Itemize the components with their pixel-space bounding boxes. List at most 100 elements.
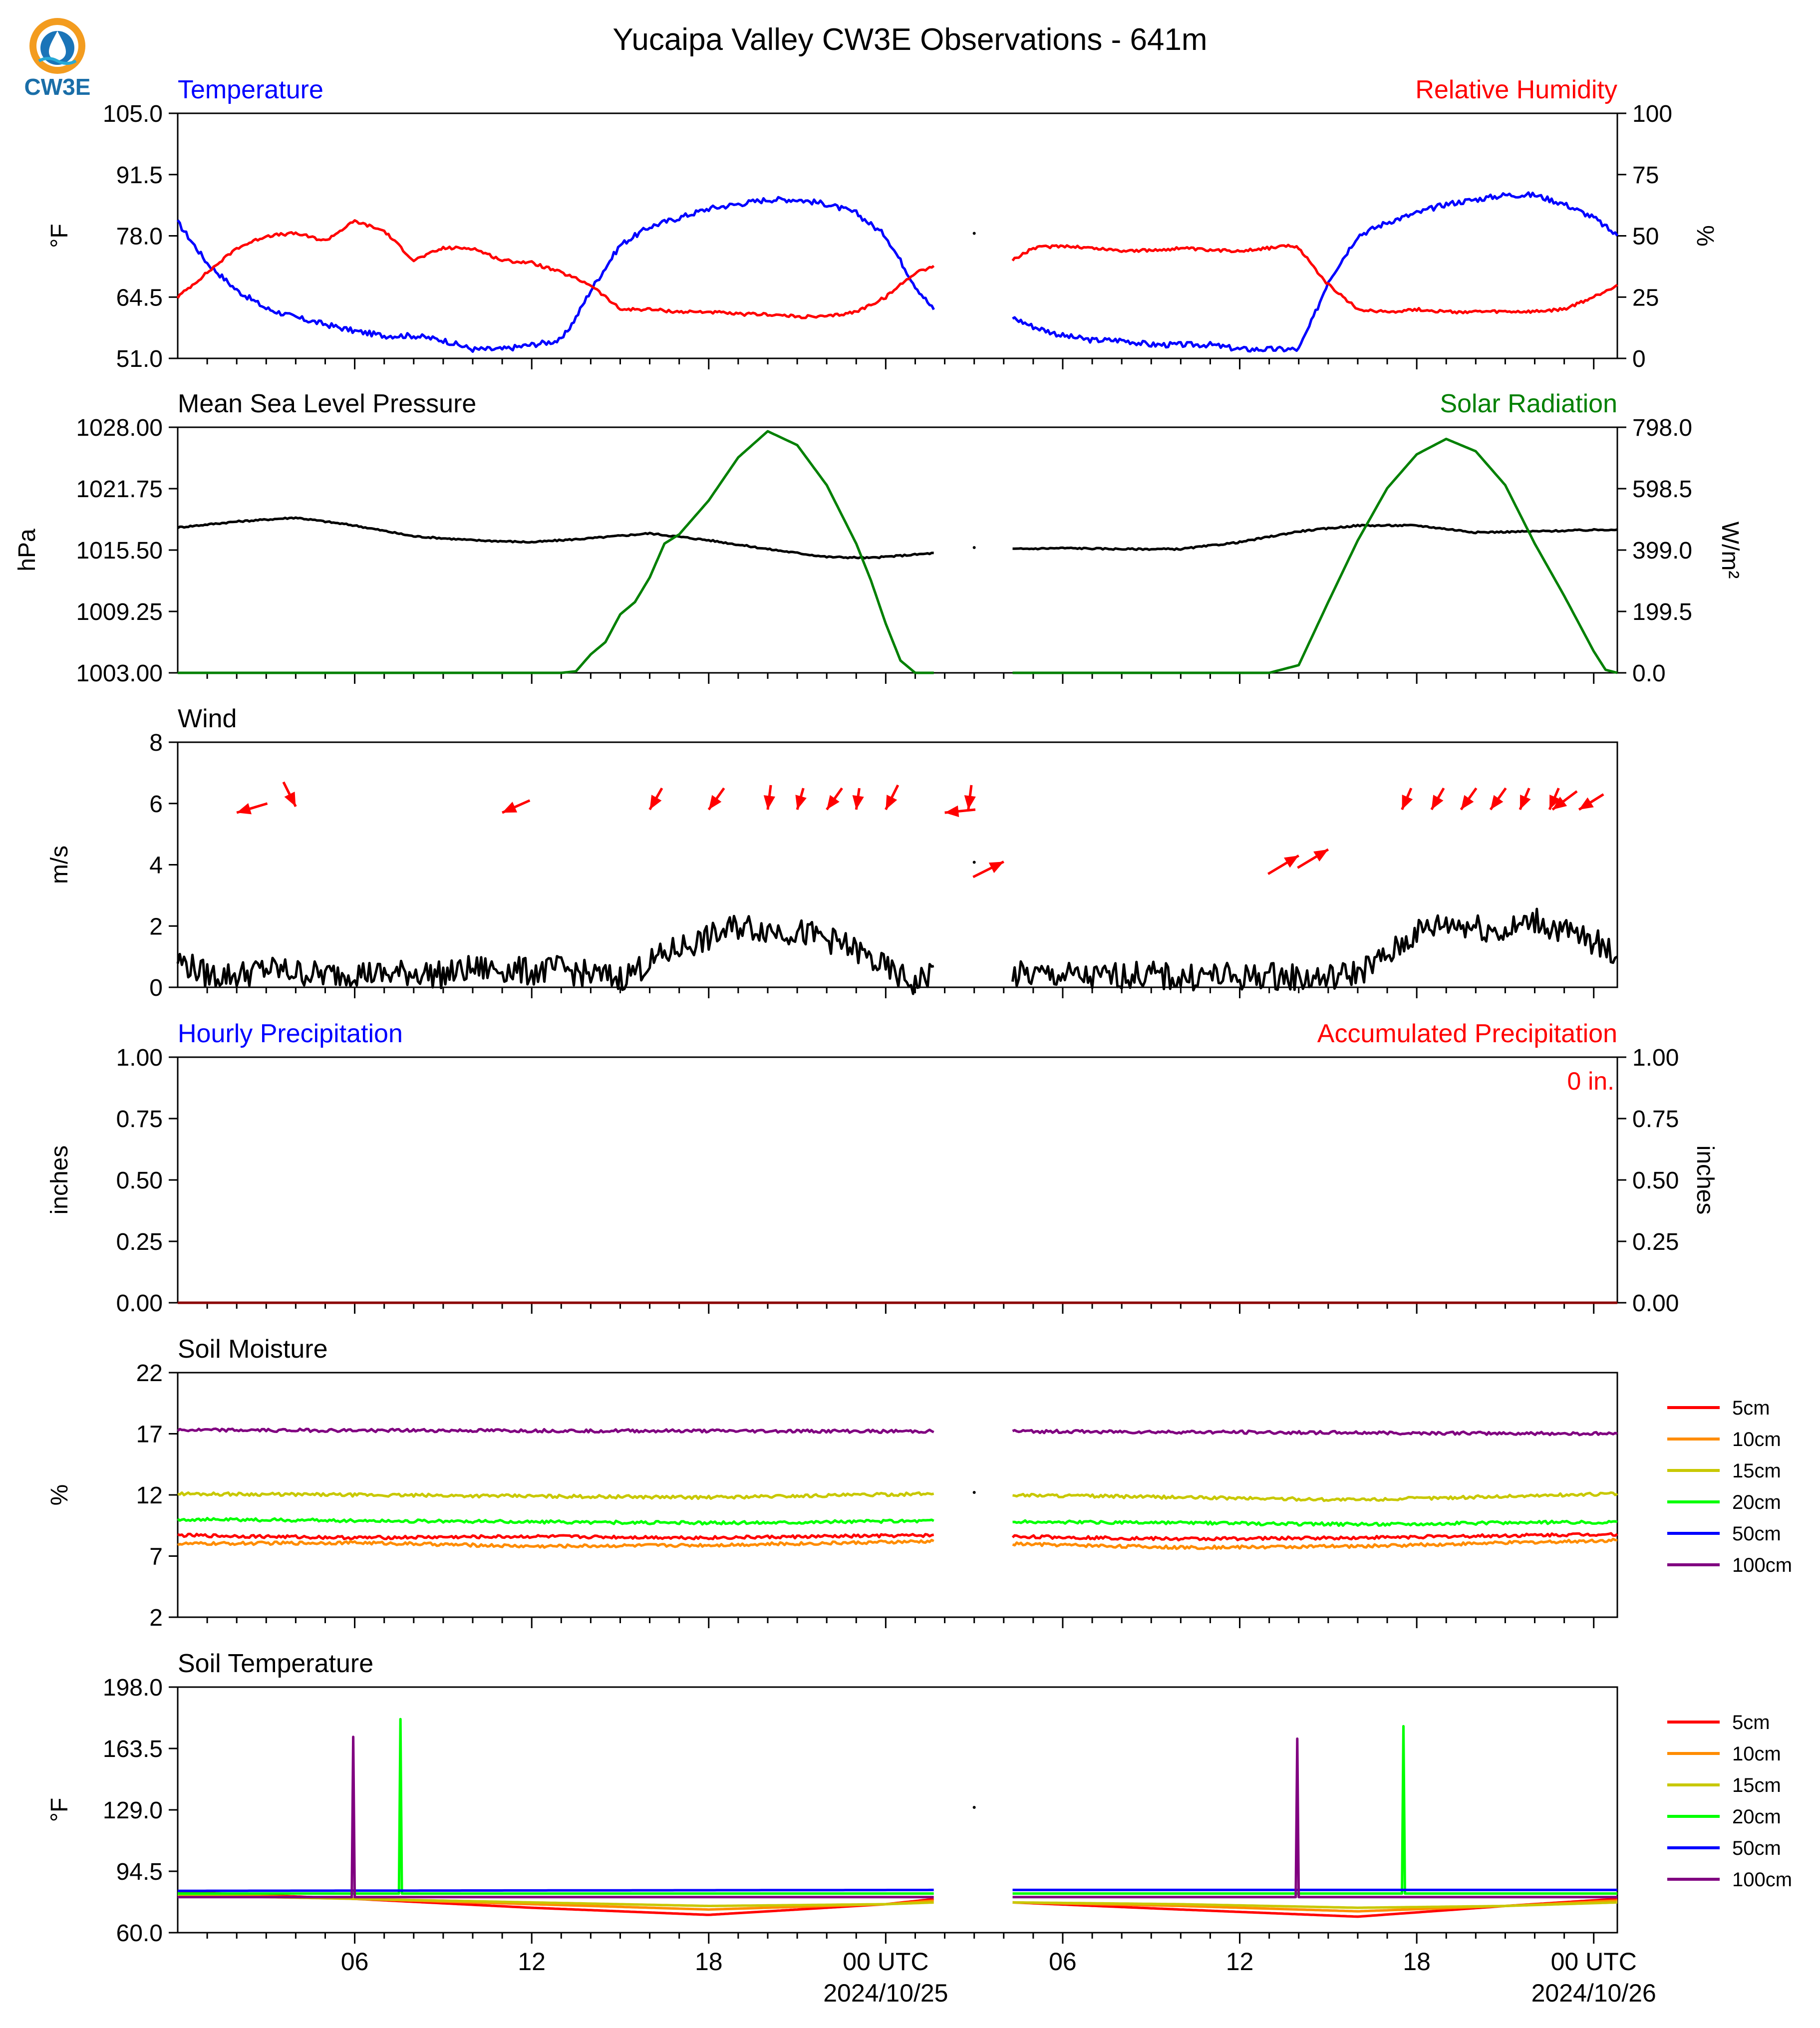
series-line-5cm [1011,1532,1618,1542]
y-tick-label-right: 798.0 [1632,415,1692,441]
y-axis-label-right: % [1692,225,1718,247]
x-tick-label: 18 [695,1948,723,1976]
panel-title-right: Accumulated Precipitation [1317,1019,1617,1048]
wind-vector-head [502,802,518,813]
x-tick-label: 12 [518,1948,546,1976]
y-tick-label-left: 0 [149,975,163,1001]
x-tick-label: 12 [1226,1948,1254,1976]
series-line-20cm [178,1718,934,1895]
y-tick-label-right: 50 [1632,224,1659,250]
wind-vector-head [944,805,959,818]
panel-title-right: Relative Humidity [1415,75,1617,104]
y-tick-label-left: 1028.00 [76,415,163,441]
panel-pressure_solar: 1003.00 1009.25 1015.50 1021.75 1028.00 0.0 19… [14,389,1743,687]
series-line-solar-radiation [1012,437,1618,674]
y-tick-label-left: 64.5 [116,285,163,311]
wind-vector-head [237,803,252,815]
y-tick-label-left: 94.5 [116,1859,163,1885]
wind-vector-head [649,795,662,810]
y-tick-label-left: 22 [136,1360,163,1387]
panel-title-left: Wind [178,704,237,733]
y-tick-label-left: 1015.50 [76,538,163,564]
y-tick-label-left: 2 [149,913,163,940]
series-line-relative-humidity [1011,244,1618,315]
wind-vector-head [708,795,722,810]
y-tick-label-right: 598.5 [1632,476,1692,503]
series-line-100cm [1012,1429,1618,1437]
y-tick-label-right: 0.75 [1632,1106,1679,1133]
panel-title-left: Soil Moisture [178,1335,328,1364]
cw3e-logo: CW3E [24,18,90,100]
legend-label: 15cm [1732,1460,1781,1482]
wind-vector-head [1490,795,1504,810]
wind-vector-head [1579,797,1594,810]
page-title: Yucaipa Valley CW3E Observations - 641m [612,22,1207,57]
y-tick-label-left: 0.75 [116,1106,163,1133]
panel-title-left: Hourly Precipitation [178,1019,403,1048]
y-tick-label-left: 163.5 [103,1736,163,1762]
y-tick-label-right: 0.00 [1632,1290,1679,1317]
y-tick-label-right: 0.25 [1632,1229,1679,1255]
wind-vector-head [1552,797,1567,810]
y-tick-label-left: 0.00 [116,1290,163,1317]
series-line-20cm [177,1517,934,1526]
wind-vector-head [284,791,296,807]
y-axis-label-left: hPa [14,529,40,572]
series-line-15cm [177,1491,934,1500]
x-tick-label: 18 [1403,1948,1431,1976]
legend-label: 5cm [1732,1397,1770,1419]
y-axis-label-left: inches [46,1146,73,1215]
y-tick-label-left: 1021.75 [76,476,163,503]
y-axis-label-right: W/m² [1717,522,1743,579]
missing-data-marker [972,861,976,864]
y-axis-label-left: m/s [46,846,73,884]
missing-data-marker [972,546,976,549]
series-line-100cm [178,1736,934,1899]
wind-vector-head [1313,849,1328,862]
wind-vector-head [827,795,840,810]
y-tick-label-right: 75 [1632,162,1659,189]
wind-vector-head [886,795,898,810]
y-tick-label-left: 1003.00 [76,660,163,687]
series-line-20cm [1012,1519,1618,1527]
y-tick-label-left: 6 [149,791,163,818]
accumulated-total-label: 0 in. [1567,1067,1614,1095]
panel-title-right: Solar Radiation [1440,389,1617,418]
y-axis-label-left: % [46,1484,73,1506]
y-tick-label-right: 0.0 [1632,660,1666,687]
y-tick-label-right: 1.00 [1632,1045,1679,1071]
legend-label: 10cm [1732,1429,1781,1450]
series-line-20cm [1012,1725,1617,1895]
wind-vector-head [795,795,807,810]
x-date-label: 2024/10/26 [1531,1979,1656,2007]
legend-label: 5cm [1732,1712,1770,1734]
y-axis-label-left: °F [46,224,73,248]
panel-wind: 0 2 4 6 8 Wind m/s [46,704,1618,1001]
series-line-50cm [178,1888,934,1892]
series-line-temperature [1012,191,1619,353]
x-tick-label: 06 [1049,1948,1077,1976]
y-tick-label-left: 51.0 [116,346,163,372]
series-line-mean-sea-level-pressure [1012,523,1618,551]
wind-vector-head [763,795,775,810]
series-line-temperature [177,196,935,353]
x-tick-label: 00 UTC [843,1948,928,1976]
y-tick-label-left: 4 [149,853,163,879]
panel-temp_rh: 51.0 64.5 78.0 91.5 105.0 0 25 50 75 100 Temperatu… [46,75,1718,372]
series-line-5cm [177,1532,934,1541]
series-line-solar-radiation [178,430,934,674]
series-line-mean-sea-level-pressure [177,516,934,560]
wind-vector-head [1431,795,1444,810]
missing-data-marker [972,1491,976,1494]
series-line-10cm [177,1538,934,1549]
series-line-15cm [1012,1491,1618,1502]
series-line-wind [1011,907,1618,992]
series-line-wind [176,914,934,995]
y-tick-label-right: 100 [1632,101,1672,127]
missing-data-marker [972,232,976,235]
wind-vector-head [1549,795,1560,810]
legend-label: 100cm [1732,1869,1792,1891]
y-tick-label-left: 7 [149,1544,163,1570]
legend-label: 50cm [1732,1837,1781,1859]
